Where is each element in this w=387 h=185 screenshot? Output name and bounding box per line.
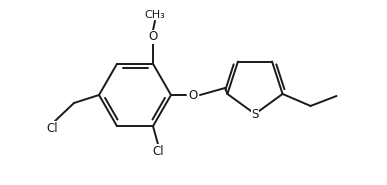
Text: CH₃: CH₃ bbox=[145, 10, 165, 20]
Text: O: O bbox=[148, 30, 158, 43]
Text: O: O bbox=[188, 88, 198, 102]
Text: Cl: Cl bbox=[46, 122, 58, 134]
Text: S: S bbox=[251, 107, 259, 120]
Text: Cl: Cl bbox=[152, 145, 164, 158]
